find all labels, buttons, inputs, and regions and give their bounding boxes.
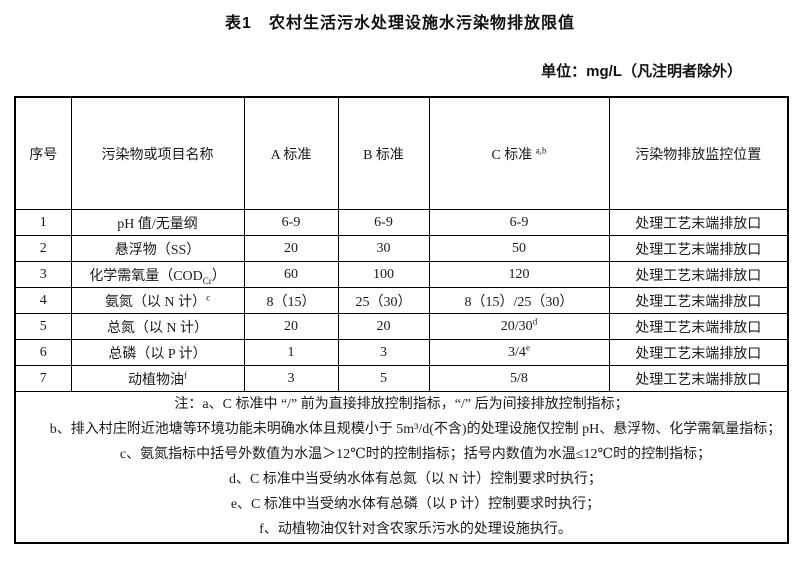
standard-c-text: 3/4: [508, 344, 526, 360]
cell-standard-c: 8（15）/25（30）: [428, 287, 610, 314]
cell-standard-c: 5/8: [428, 365, 610, 392]
table-row: 1 pH 值/无量纲 6-9 6-9 6-9 处理工艺末端排放口: [14, 209, 789, 236]
pollutant-text: pH 值/无量纲: [117, 216, 198, 232]
cell-index: 5: [14, 313, 72, 340]
cell-standard-b: 20: [337, 313, 430, 340]
cell-standard-b: 5: [337, 365, 430, 392]
header-c-text: C 标准: [491, 147, 536, 163]
cell-monitoring-location: 处理工艺末端排放口: [608, 261, 789, 288]
note-line-e: e、C 标准中当受纳水体有总磷（以 P 计）控制要求时执行；: [230, 497, 601, 512]
pollutant-superscript: c: [206, 291, 211, 302]
pollutant-superscript: f: [184, 369, 187, 380]
cell-standard-b: 3: [337, 339, 430, 366]
cell-index: 3: [14, 261, 72, 288]
cell-monitoring-location: 处理工艺末端排放口: [608, 287, 789, 314]
pollutant-subscript: Cr: [202, 275, 212, 286]
cell-standard-c: 3/4e: [428, 339, 610, 366]
standard-c-text: 6-9: [509, 214, 529, 230]
cell-pollutant: 动植物油f: [70, 365, 245, 392]
cell-standard-b: 30: [337, 235, 430, 262]
notes-cell: 注：a、C 标准中 “/” 前为直接排放控制指标，“/” 后为间接排放控制指标；…: [14, 391, 789, 544]
standard-c-text: 8（15）/25（30）: [464, 294, 574, 310]
cell-pollutant: 悬浮物（SS）: [70, 235, 245, 262]
standard-c-text: 20/30: [500, 318, 533, 334]
standard-c-superscript: d: [532, 315, 538, 326]
cell-standard-c: 120: [428, 261, 610, 288]
column-header-standard-a: A 标准: [243, 96, 339, 210]
cell-monitoring-location: 处理工艺末端排放口: [608, 365, 789, 392]
cell-index: 4: [14, 287, 72, 314]
note-line-d: d、C 标准中当受纳水体有总氮（以 N 计）控制要求时执行；: [229, 472, 602, 487]
cell-standard-b: 6-9: [337, 209, 430, 236]
cell-standard-c: 6-9: [428, 209, 610, 236]
unit-note: 单位：mg/L（凡注明者除外）: [541, 63, 742, 80]
column-header-standard-b: B 标准: [337, 96, 430, 210]
cell-standard-b: 25（30）: [337, 287, 430, 314]
cell-standard-a: 6-9: [243, 209, 339, 236]
table-row: 4 氨氮（以 N 计）c 8（15） 25（30） 8（15）/25（30） 处…: [14, 287, 789, 314]
cell-standard-a: 1: [243, 339, 339, 366]
table-title: 表1 农村生活污水处理设施水污染物排放限值: [225, 15, 575, 32]
emission-limits-table: 序号 污染物或项目名称 A 标准 B 标准 C 标准 a,b 污染物排放监控位置…: [14, 96, 789, 544]
standard-c-text: 5/8: [510, 370, 528, 386]
cell-pollutant: 化学需氧量（CODCr）: [70, 261, 245, 288]
cell-pollutant: 总磷（以 P 计）: [70, 339, 245, 366]
cell-index: 6: [14, 339, 72, 366]
cell-monitoring-location: 处理工艺末端排放口: [608, 235, 789, 262]
pollutant-text: 化学需氧量（COD: [89, 268, 203, 284]
cell-monitoring-location: 处理工艺末端排放口: [608, 313, 789, 340]
column-header-index: 序号: [14, 96, 72, 210]
cell-pollutant: 总氮（以 N 计）: [70, 313, 245, 340]
cell-standard-a: 3: [243, 365, 339, 392]
cell-standard-b: 100: [337, 261, 430, 288]
header-c-superscript: a,b: [535, 144, 547, 155]
table-row: 2 悬浮物（SS） 20 30 50 处理工艺末端排放口: [14, 235, 789, 262]
cell-index: 1: [14, 209, 72, 236]
pollutant-text: 氨氮（以 N 计）: [104, 294, 207, 310]
column-header-monitoring-location: 污染物排放监控位置: [608, 96, 789, 210]
cell-standard-c: 20/30d: [428, 313, 610, 340]
note-line-b: b、排入村庄附近池塘等环境功能未明确水体且规模小于 5m³/d(不含)的处理设施…: [49, 422, 782, 437]
pollutant-text: 悬浮物（SS）: [114, 242, 201, 258]
notes-row: 注：a、C 标准中 “/” 前为直接排放控制指标，“/” 后为间接排放控制指标；…: [14, 391, 789, 544]
cell-pollutant: 氨氮（以 N 计）c: [70, 287, 245, 314]
cell-standard-a: 60: [243, 261, 339, 288]
table-row: 6 总磷（以 P 计） 1 3 3/4e 处理工艺末端排放口: [14, 339, 789, 366]
cell-pollutant: pH 值/无量纲: [70, 209, 245, 236]
cell-index: 7: [14, 365, 72, 392]
note-line-f: f、动植物油仅针对含农家乐污水的处理设施执行。: [259, 522, 572, 537]
cell-standard-a: 8（15）: [243, 287, 339, 314]
cell-index: 2: [14, 235, 72, 262]
note-line-c: c、氨氮指标中括号外数值为水温＞12℃时的控制指标；括号内数值为水温≤12℃时的…: [119, 447, 712, 462]
standard-c-superscript: e: [525, 341, 530, 352]
note-line-a: 注：a、C 标准中 “/” 前为直接排放控制指标，“/” 后为间接排放控制指标；: [174, 397, 629, 412]
cell-standard-a: 20: [243, 235, 339, 262]
header-row: 序号 污染物或项目名称 A 标准 B 标准 C 标准 a,b 污染物排放监控位置: [14, 96, 789, 210]
cell-standard-a: 20: [243, 313, 339, 340]
table-row: 5 总氮（以 N 计） 20 20 20/30d 处理工艺末端排放口: [14, 313, 789, 340]
column-header-pollutant: 污染物或项目名称: [70, 96, 245, 210]
pollutant-text: 总氮（以 N 计）: [106, 320, 209, 336]
table-row: 7 动植物油f 3 5 5/8 处理工艺末端排放口: [14, 365, 789, 392]
standard-c-text: 120: [508, 266, 530, 282]
pollutant-text: 总磷（以 P 计）: [108, 346, 207, 362]
standard-c-text: 50: [512, 240, 526, 256]
cell-monitoring-location: 处理工艺末端排放口: [608, 339, 789, 366]
pollutant-text: 动植物油: [128, 372, 184, 388]
table-row: 3 化学需氧量（CODCr） 60 100 120 处理工艺末端排放口: [14, 261, 789, 288]
column-header-standard-c: C 标准 a,b: [428, 96, 610, 210]
cell-standard-c: 50: [428, 235, 610, 262]
cell-monitoring-location: 处理工艺末端排放口: [608, 209, 789, 236]
pollutant-text-post: ）: [211, 268, 226, 284]
